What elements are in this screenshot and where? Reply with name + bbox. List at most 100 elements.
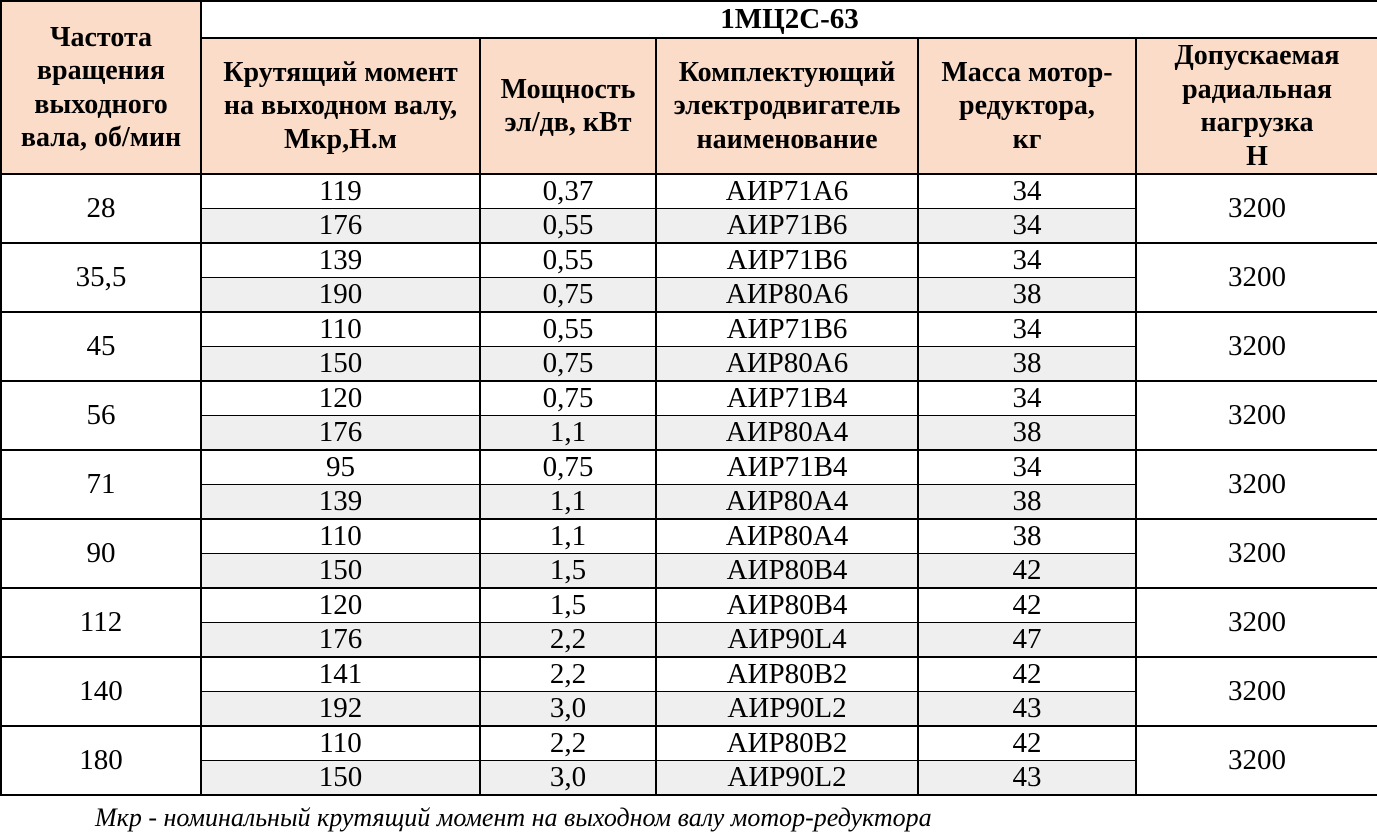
power-cell: 1,5 xyxy=(479,587,657,624)
table-header: Частота вращения выходного вала, об/мин … xyxy=(0,0,1377,176)
speed-cell: 45 xyxy=(0,311,202,383)
power-cell: 2,2 xyxy=(479,622,657,659)
header-radial-load: Допускаемая радиальная нагрузка Н xyxy=(1134,36,1377,176)
torque-cell: 150 xyxy=(200,760,481,797)
header-mass: Масса мотор- редуктора, кг xyxy=(917,36,1137,176)
torque-cell: 110 xyxy=(200,725,481,762)
motor-cell: АИР90L4 xyxy=(655,622,919,659)
motor-cell: АИР71В6 xyxy=(655,208,919,245)
mass-cell: 38 xyxy=(917,346,1137,383)
mass-cell: 38 xyxy=(917,415,1137,452)
power-cell: 1,5 xyxy=(479,553,657,590)
motor-cell: АИР71В4 xyxy=(655,380,919,417)
power-cell: 3,0 xyxy=(479,760,657,797)
radial-load-cell: 3200 xyxy=(1134,587,1377,659)
power-cell: 0,75 xyxy=(479,380,657,417)
header-output-speed: Частота вращения выходного вала, об/мин xyxy=(0,0,202,176)
table-row: 71 95 0,75 АИР71В4 34 3200 xyxy=(0,449,1377,521)
torque-cell: 176 xyxy=(200,208,481,245)
mass-cell: 38 xyxy=(917,518,1137,555)
speed-cell: 112 xyxy=(0,587,202,659)
motor-cell: АИР90L2 xyxy=(655,760,919,797)
table-row: 150 3,0 АИР90L2 43 xyxy=(1,760,1377,797)
mass-cell: 34 xyxy=(917,449,1137,486)
power-cell: 3,0 xyxy=(479,691,657,728)
torque-cell: 139 xyxy=(200,484,481,521)
radial-load-cell: 3200 xyxy=(1134,173,1377,245)
power-cell: 1,1 xyxy=(479,484,657,521)
title-row: Частота вращения выходного вала, об/мин … xyxy=(0,0,1377,176)
radial-load-cell: 3200 xyxy=(1134,518,1377,590)
table-row: 192 3,0 АИР90L2 43 xyxy=(1,691,1377,728)
header-torque: Крутящий момент на выходном валу, Мкр,Н.… xyxy=(200,36,481,176)
table-row: 180 110 2,2 АИР80В2 42 3200 xyxy=(0,725,1377,797)
power-cell: 0,75 xyxy=(479,277,657,314)
torque-cell: 192 xyxy=(200,691,481,728)
gearmotor-spec-table: Частота вращения выходного вала, об/мин … xyxy=(0,0,1377,797)
torque-cell: 119 xyxy=(200,173,481,210)
torque-cell: 150 xyxy=(200,553,481,590)
power-cell: 0,37 xyxy=(479,173,657,210)
motor-cell: АИР80А6 xyxy=(655,277,919,314)
motor-cell: АИР71В4 xyxy=(655,449,919,486)
motor-cell: АИР80В4 xyxy=(655,587,919,624)
table-body: 28 119 0,37 АИР71А6 34 3200 176 0,55 АИР71В6 34 35… xyxy=(0,173,1377,797)
table-row: 139 1,1 АИР80А4 38 xyxy=(1,484,1377,521)
motor-cell: АИР71А6 xyxy=(655,173,919,210)
motor-cell: АИР80А4 xyxy=(655,415,919,452)
table-row: 176 2,2 АИР90L4 47 xyxy=(1,622,1377,659)
table-row: 35,5 139 0,55 АИР71В6 34 3200 xyxy=(0,242,1377,314)
torque-cell: 110 xyxy=(200,518,481,555)
mass-cell: 38 xyxy=(917,484,1137,521)
torque-cell: 190 xyxy=(200,277,481,314)
mass-cell: 34 xyxy=(917,173,1137,210)
mass-cell: 43 xyxy=(917,691,1137,728)
mass-cell: 34 xyxy=(917,242,1137,279)
mass-cell: 34 xyxy=(917,311,1137,348)
table-row: 45 110 0,55 АИР71В6 34 3200 xyxy=(0,311,1377,383)
table-row: 56 120 0,75 АИР71В4 34 3200 xyxy=(0,380,1377,452)
table-row: 190 0,75 АИР80А6 38 xyxy=(1,277,1377,314)
mass-cell: 42 xyxy=(917,587,1137,624)
mass-cell: 42 xyxy=(917,656,1137,693)
column-header-row: Крутящий момент на выходном валу, Мкр,Н.… xyxy=(1,36,1377,176)
radial-load-cell: 3200 xyxy=(1134,656,1377,728)
speed-cell: 180 xyxy=(0,725,202,797)
power-cell: 0,55 xyxy=(479,208,657,245)
mass-cell: 42 xyxy=(917,725,1137,762)
table-row: 176 0,55 АИР71В6 34 xyxy=(1,208,1377,245)
power-cell: 0,55 xyxy=(479,242,657,279)
motor-cell: АИР80А4 xyxy=(655,518,919,555)
power-cell: 1,1 xyxy=(479,518,657,555)
radial-load-cell: 3200 xyxy=(1134,311,1377,383)
motor-cell: АИР80В4 xyxy=(655,553,919,590)
header-motor: Комплектующий электродвигатель наименова… xyxy=(655,36,919,176)
radial-load-cell: 3200 xyxy=(1134,242,1377,314)
table-row: 140 141 2,2 АИР80В2 42 3200 xyxy=(0,656,1377,728)
table-row: 28 119 0,37 АИР71А6 34 3200 xyxy=(0,173,1377,245)
footnote: Мкр - номинальный крутящий момент на вых… xyxy=(95,803,932,833)
mass-cell: 34 xyxy=(917,380,1137,417)
motor-cell: АИР71В6 xyxy=(655,242,919,279)
torque-cell: 120 xyxy=(200,587,481,624)
mass-cell: 38 xyxy=(917,277,1137,314)
table-row: 90 110 1,1 АИР80А4 38 3200 xyxy=(0,518,1377,590)
speed-cell: 71 xyxy=(0,449,202,521)
speed-cell: 140 xyxy=(0,656,202,728)
power-cell: 2,2 xyxy=(479,656,657,693)
speed-cell: 90 xyxy=(0,518,202,590)
torque-cell: 150 xyxy=(200,346,481,383)
table-title: 1МЦ2С-63 xyxy=(199,0,1377,39)
speed-cell: 56 xyxy=(0,380,202,452)
speed-cell: 28 xyxy=(0,173,202,245)
torque-cell: 120 xyxy=(200,380,481,417)
speed-cell: 35,5 xyxy=(0,242,202,314)
power-cell: 1,1 xyxy=(479,415,657,452)
motor-cell: АИР80А6 xyxy=(655,346,919,383)
mass-cell: 42 xyxy=(917,553,1137,590)
motor-cell: АИР71В6 xyxy=(655,311,919,348)
torque-cell: 139 xyxy=(200,242,481,279)
table-row: 176 1,1 АИР80А4 38 xyxy=(1,415,1377,452)
radial-load-cell: 3200 xyxy=(1134,449,1377,521)
table-row: 112 120 1,5 АИР80В4 42 3200 xyxy=(0,587,1377,659)
